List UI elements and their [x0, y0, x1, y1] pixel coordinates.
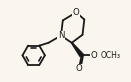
Text: O: O: [73, 8, 80, 17]
Text: OCH₃: OCH₃: [100, 51, 120, 60]
Text: O: O: [76, 64, 82, 73]
Text: N: N: [58, 31, 64, 40]
Text: O: O: [91, 51, 98, 60]
Polygon shape: [72, 43, 83, 57]
